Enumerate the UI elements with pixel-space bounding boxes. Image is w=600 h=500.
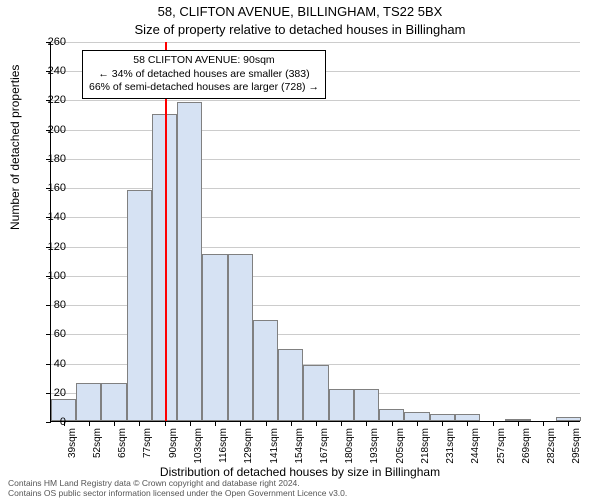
xtick-label: 282sqm xyxy=(546,428,557,464)
ytick-label: 0 xyxy=(26,416,66,428)
xtick-label: 244sqm xyxy=(470,428,481,464)
xtick-label: 77sqm xyxy=(142,428,153,458)
chart-title-sub: Size of property relative to detached ho… xyxy=(0,22,600,37)
xtick-mark xyxy=(442,421,443,426)
footer-line1: Contains HM Land Registry data © Crown c… xyxy=(8,478,347,488)
y-axis-label: Number of detached properties xyxy=(8,65,22,230)
xtick-mark xyxy=(417,421,418,426)
xtick-label: 231sqm xyxy=(445,428,456,464)
ytick-label: 60 xyxy=(26,328,66,340)
histogram-bar xyxy=(101,383,126,421)
xtick-mark xyxy=(568,421,569,426)
ytick-label: 120 xyxy=(26,241,66,253)
xtick-label: 295sqm xyxy=(571,428,582,464)
xtick-mark xyxy=(366,421,367,426)
xtick-mark xyxy=(493,421,494,426)
gridline xyxy=(51,159,580,160)
histogram-bar xyxy=(127,190,152,421)
histogram-bar xyxy=(354,389,379,421)
histogram-bar xyxy=(228,254,253,421)
ytick-label: 240 xyxy=(26,65,66,77)
histogram-bar xyxy=(76,383,101,421)
xtick-label: 103sqm xyxy=(193,428,204,464)
ytick-label: 80 xyxy=(26,299,66,311)
histogram-bar xyxy=(253,320,278,421)
chart-title-main: 58, CLIFTON AVENUE, BILLINGHAM, TS22 5BX xyxy=(0,4,600,19)
xtick-label: 116sqm xyxy=(218,428,229,463)
xtick-mark xyxy=(215,421,216,426)
footer-line2: Contains OS public sector information li… xyxy=(8,488,347,498)
histogram-bar xyxy=(202,254,227,421)
annotation-box: 58 CLIFTON AVENUE: 90sqm← 34% of detache… xyxy=(82,50,326,99)
xtick-mark xyxy=(291,421,292,426)
histogram-bar xyxy=(455,414,480,421)
gridline xyxy=(51,100,580,101)
xtick-mark xyxy=(341,421,342,426)
xtick-label: 167sqm xyxy=(319,428,330,464)
xtick-label: 39sqm xyxy=(67,428,78,458)
xtick-label: 154sqm xyxy=(294,428,305,464)
xtick-mark xyxy=(139,421,140,426)
xtick-label: 129sqm xyxy=(243,428,254,464)
xtick-label: 65sqm xyxy=(117,428,128,458)
xtick-mark xyxy=(89,421,90,426)
ytick-label: 160 xyxy=(26,182,66,194)
xtick-mark xyxy=(266,421,267,426)
xtick-label: 141sqm xyxy=(269,428,280,464)
annotation-line3: 66% of semi-detached houses are larger (… xyxy=(89,81,319,95)
gridline xyxy=(51,188,580,189)
ytick-label: 260 xyxy=(26,36,66,48)
xtick-mark xyxy=(467,421,468,426)
histogram-bar xyxy=(404,412,429,421)
xtick-mark xyxy=(518,421,519,426)
xtick-label: 269sqm xyxy=(521,428,532,464)
xtick-mark xyxy=(316,421,317,426)
xtick-label: 257sqm xyxy=(496,428,507,464)
ytick-label: 100 xyxy=(26,270,66,282)
ytick-label: 140 xyxy=(26,211,66,223)
xtick-label: 218sqm xyxy=(420,428,431,464)
plot-area xyxy=(50,42,580,422)
ytick-label: 200 xyxy=(26,124,66,136)
ytick-label: 20 xyxy=(26,387,66,399)
histogram-bar xyxy=(329,389,354,421)
histogram-bar xyxy=(379,409,404,421)
xtick-mark xyxy=(392,421,393,426)
ytick-label: 180 xyxy=(26,153,66,165)
xtick-mark xyxy=(240,421,241,426)
xtick-mark xyxy=(190,421,191,426)
histogram-bar xyxy=(278,349,303,421)
histogram-bar xyxy=(430,414,455,421)
xtick-mark xyxy=(543,421,544,426)
xtick-label: 180sqm xyxy=(344,428,355,464)
ytick-label: 40 xyxy=(26,358,66,370)
annotation-line1: 58 CLIFTON AVENUE: 90sqm xyxy=(89,54,319,68)
ytick-label: 220 xyxy=(26,94,66,106)
histogram-bar xyxy=(303,365,328,421)
xtick-label: 205sqm xyxy=(395,428,406,464)
histogram-bar xyxy=(177,102,202,421)
xtick-label: 90sqm xyxy=(168,428,179,458)
xtick-mark xyxy=(114,421,115,426)
annotation-line2: ← 34% of detached houses are smaller (38… xyxy=(89,68,319,82)
xtick-mark xyxy=(165,421,166,426)
footer-attribution: Contains HM Land Registry data © Crown c… xyxy=(8,478,347,498)
xtick-label: 193sqm xyxy=(369,428,380,464)
gridline xyxy=(51,130,580,131)
chart-container: 58, CLIFTON AVENUE, BILLINGHAM, TS22 5BX… xyxy=(0,0,600,500)
gridline xyxy=(51,42,580,43)
xtick-label: 52sqm xyxy=(92,428,103,458)
